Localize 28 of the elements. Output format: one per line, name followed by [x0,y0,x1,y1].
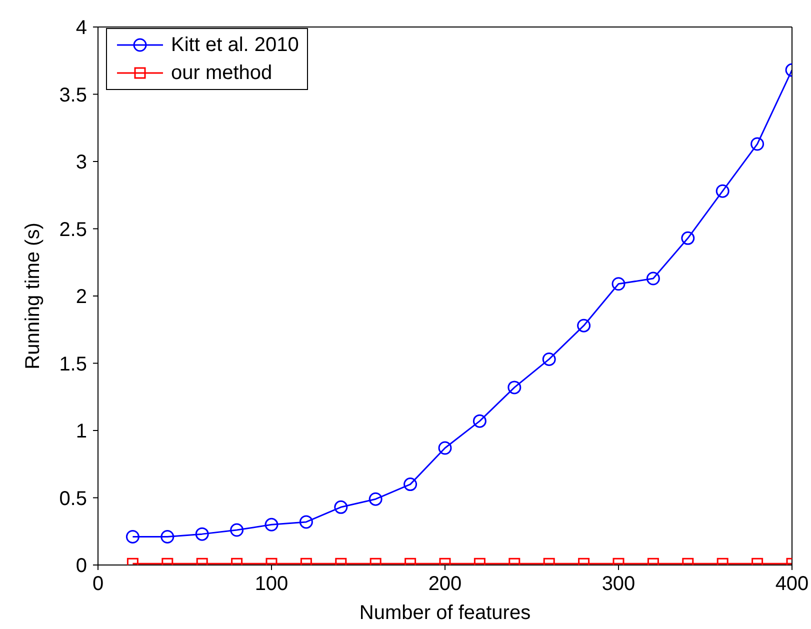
x-tick-label: 0 [92,573,104,596]
x-axis-title: Number of features [359,602,531,624]
y-tick-label: 2.5 [59,218,87,241]
legend-label: Kitt et al. 2010 [171,33,299,58]
point [750,137,764,151]
point [508,380,522,394]
y-tick-label: 0.5 [59,488,87,510]
y-tick-label: 3 [76,152,87,174]
legend-label: our method [171,61,272,86]
y-tick-label: 0 [76,555,87,578]
point [438,441,452,455]
point [472,414,486,428]
point [716,184,730,198]
y-tick-label: 1 [76,420,87,443]
point [577,318,591,332]
x-tick-label: 400 [775,573,809,596]
y-tick-label: 2 [76,286,87,308]
point [612,277,626,291]
point [646,272,660,286]
y-tick-label: 3.5 [59,84,87,106]
x-tick-label: 100 [254,573,288,596]
x-tick-label: 200 [428,573,462,596]
y-axis-title: Running time (s) [22,222,44,370]
x-tick-label: 300 [602,573,636,596]
y-tick-label: 4 [76,17,87,40]
point [681,231,695,245]
y-tick-label: 1.5 [59,353,87,376]
point [542,352,556,366]
